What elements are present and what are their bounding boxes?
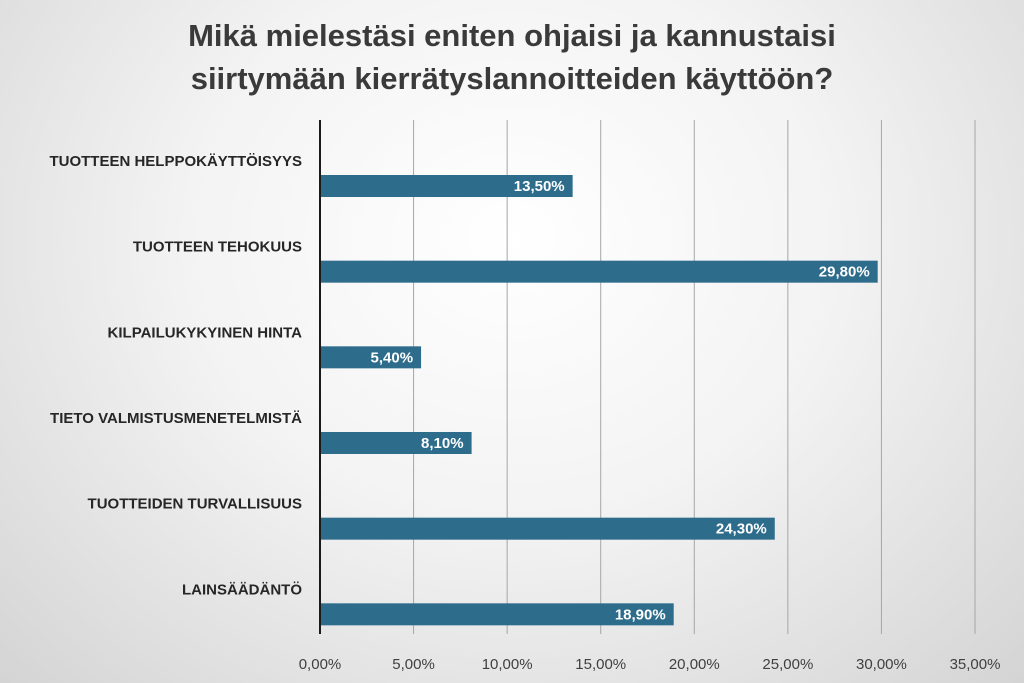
bar	[320, 346, 422, 369]
data-label: 8,10%	[421, 435, 464, 452]
x-tick-label: 10,00%	[482, 656, 533, 673]
chart-title: Mikä mielestäsi eniten ohjaisi ja kannus…	[0, 14, 1024, 100]
x-tick-label: 0,00%	[299, 656, 342, 673]
category-label: KILPAILUKYKYINEN HINTA	[108, 324, 303, 341]
bar	[320, 260, 878, 283]
x-tick-label: 30,00%	[856, 656, 907, 673]
bar	[320, 175, 573, 197]
x-tick-label: 15,00%	[575, 656, 626, 673]
data-label: 29,80%	[819, 264, 870, 281]
data-label: 24,30%	[716, 521, 767, 538]
category-label: TUOTTEIDEN TURVALLISUUS	[88, 496, 302, 513]
bar	[320, 603, 674, 626]
x-tick-label: 35,00%	[950, 656, 1001, 673]
chart-title-line-2: siirtymään kierrätyslannoitteiden käyttö…	[190, 61, 834, 96]
category-label: TUOTTEEN HELPPOKÄYTTÖISYYS	[49, 153, 302, 170]
category-label: TUOTTEEN TEHOKUUS	[133, 239, 302, 256]
data-label: 5,40%	[371, 349, 414, 366]
data-label: 18,90%	[615, 606, 666, 623]
x-tick-label: 25,00%	[762, 656, 813, 673]
chart-title-line-1: Mikä mielestäsi eniten ohjaisi ja kannus…	[188, 18, 836, 53]
category-label: LAINSÄÄDÄNTÖ	[182, 581, 302, 598]
bar	[320, 432, 472, 454]
x-tick-label: 5,00%	[392, 656, 435, 673]
bar	[320, 517, 775, 540]
category-label: TIETO VALMISTUSMENETELMISTÄ	[50, 410, 302, 427]
data-label: 13,50%	[514, 178, 565, 195]
x-tick-label: 20,00%	[669, 656, 720, 673]
